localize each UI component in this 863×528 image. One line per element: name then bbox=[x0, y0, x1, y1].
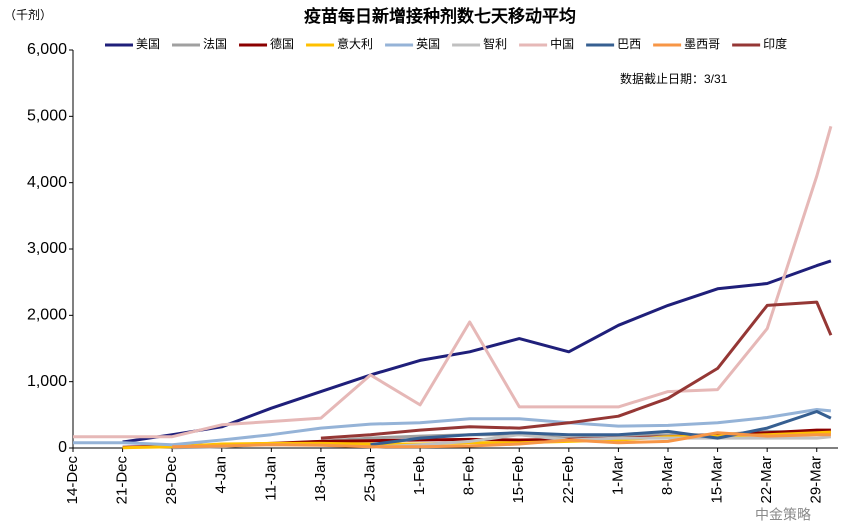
series-line bbox=[172, 431, 831, 449]
legend-label: 法国 bbox=[203, 37, 227, 51]
x-tick-label: 14-Dec bbox=[64, 456, 81, 505]
x-tick-label: 4-Jan bbox=[213, 456, 230, 494]
watermark: 中金策略 bbox=[755, 507, 811, 523]
x-tick-label: 22-Mar bbox=[758, 456, 775, 504]
series-line bbox=[122, 259, 832, 444]
x-tick-label: 1-Feb bbox=[411, 456, 428, 495]
unit-label: （千剂） bbox=[4, 7, 52, 22]
series-line bbox=[370, 433, 832, 449]
legend-label: 墨西哥 bbox=[684, 37, 720, 51]
x-tick-label: 18-Jan bbox=[312, 456, 329, 502]
legend-label: 美国 bbox=[136, 37, 160, 51]
legend-label: 德国 bbox=[270, 36, 294, 51]
annotation: 数据截止日期：3/31 bbox=[620, 71, 728, 86]
x-tick-label: 15-Mar bbox=[709, 456, 726, 504]
series-line bbox=[73, 125, 833, 439]
legend-label: 英国 bbox=[416, 37, 440, 51]
y-tick-label: 5,000 bbox=[27, 108, 67, 125]
legend-label: 印度 bbox=[763, 36, 787, 51]
x-tick-label: 25-Jan bbox=[361, 456, 378, 502]
x-tick-label: 15-Feb bbox=[510, 456, 527, 504]
series-line bbox=[320, 300, 833, 440]
y-tick-label: 6,000 bbox=[27, 41, 67, 58]
legend-label: 巴西 bbox=[617, 37, 641, 51]
x-tick-label: 28-Dec bbox=[163, 456, 180, 505]
x-tick-label: 22-Feb bbox=[560, 456, 577, 504]
x-tick-label: 8-Feb bbox=[461, 456, 478, 495]
x-tick-label: 29-Mar bbox=[808, 456, 825, 504]
x-tick-label: 1-Mar bbox=[609, 456, 626, 495]
x-tick-label: 21-Dec bbox=[114, 456, 131, 505]
y-tick-label: 1,000 bbox=[27, 373, 67, 390]
y-tick-label: 2,000 bbox=[27, 307, 67, 324]
series-line bbox=[370, 410, 832, 447]
legend-label: 中国 bbox=[550, 36, 574, 51]
chart-title: 疫苗每日新增接种剂数七天移动平均 bbox=[304, 6, 576, 26]
series-line bbox=[73, 408, 832, 447]
y-tick-label: 3,000 bbox=[27, 240, 67, 257]
legend-label: 智利 bbox=[483, 36, 507, 51]
legend-label: 意大利 bbox=[337, 36, 373, 51]
x-tick-label: 11-Jan bbox=[262, 456, 279, 501]
y-tick-label: 0 bbox=[58, 439, 67, 456]
x-tick-label: 8-Mar bbox=[659, 456, 676, 495]
y-tick-label: 4,000 bbox=[27, 174, 67, 191]
